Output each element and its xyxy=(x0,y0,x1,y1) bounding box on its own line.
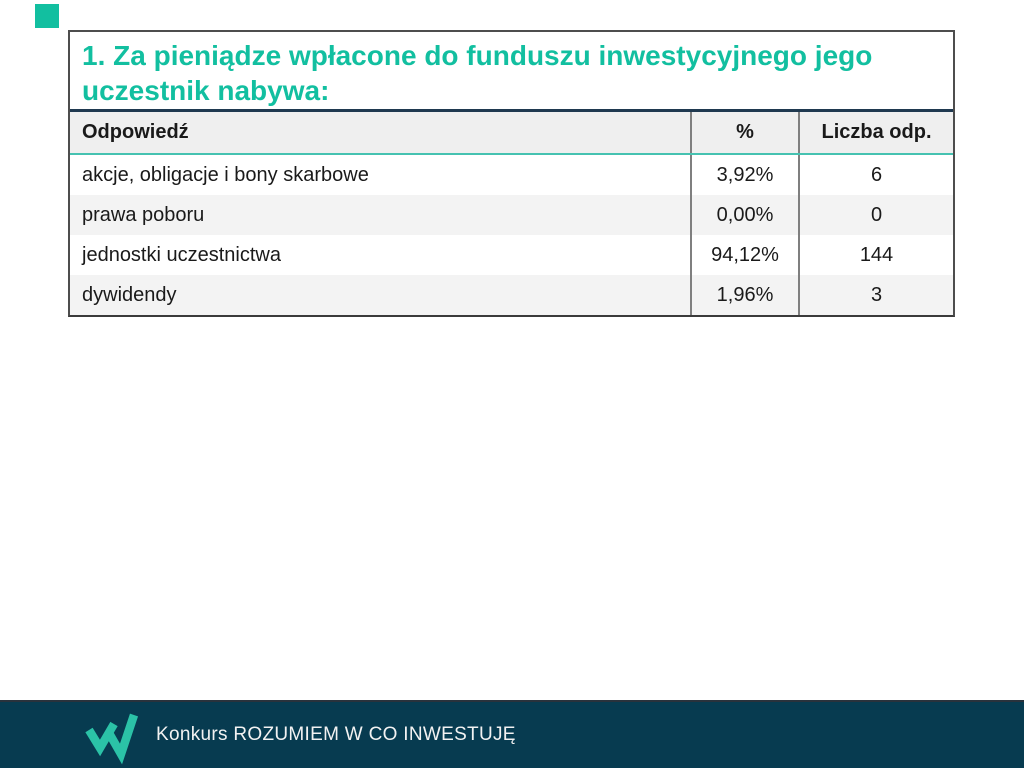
table-row: prawa poboru 0,00% 0 xyxy=(70,195,953,235)
footer-label: Konkurs ROZUMIEM W CO INWESTUJĘ xyxy=(156,724,516,745)
percent-cell: 1,96% xyxy=(690,275,798,315)
answer-cell: jednostki uczestnictwa xyxy=(82,243,281,266)
answer-cell: dywidendy xyxy=(82,283,177,306)
table-row: dywidendy 1,96% 3 xyxy=(70,275,953,315)
column-header-answer: Odpowiedź xyxy=(82,121,189,143)
footer-bar: Konkurs ROZUMIEM W CO INWESTUJĘ xyxy=(0,700,1024,768)
count-cell: 0 xyxy=(798,195,953,235)
question-title: 1. Za pieniądze wpłacone do funduszu inw… xyxy=(82,39,873,106)
corner-accent-square xyxy=(35,4,59,28)
percent-cell: 0,00% xyxy=(690,195,798,235)
table-header-row: Odpowiedź % Liczba odp. xyxy=(70,112,953,155)
count-cell: 6 xyxy=(798,155,953,195)
answer-cell: akcje, obligacje i bony skarbowe xyxy=(82,163,369,186)
column-header-percent: % xyxy=(690,112,798,153)
question-title-block: 1. Za pieniądze wpłacone do funduszu inw… xyxy=(70,32,953,112)
count-cell: 144 xyxy=(798,235,953,275)
percent-cell: 94,12% xyxy=(690,235,798,275)
column-header-count: Liczba odp. xyxy=(798,112,953,153)
table-row: jednostki uczestnictwa 94,12% 144 xyxy=(70,235,953,275)
answer-cell: prawa poboru xyxy=(82,203,205,226)
survey-results-table: 1. Za pieniądze wpłacone do funduszu inw… xyxy=(68,30,955,317)
percent-cell: 3,92% xyxy=(690,155,798,195)
count-cell: 3 xyxy=(798,275,953,315)
table-row: akcje, obligacje i bony skarbowe 3,92% 6 xyxy=(70,155,953,195)
w-double-checkmark-logo-icon xyxy=(85,713,139,765)
